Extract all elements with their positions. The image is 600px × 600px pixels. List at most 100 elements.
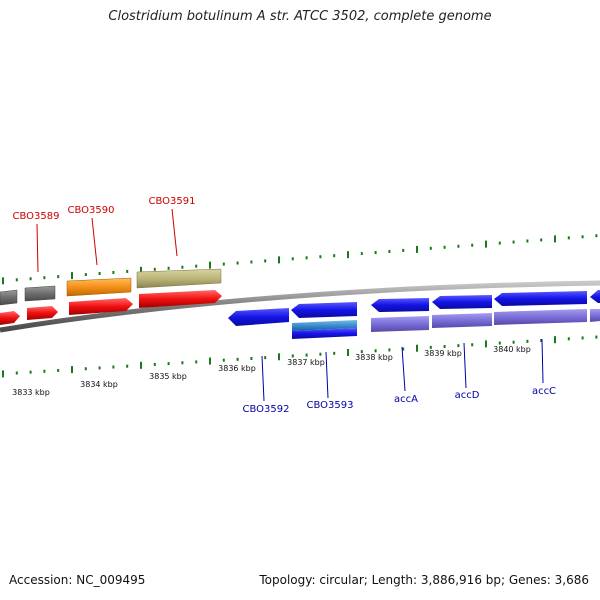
reverse-gene-labels: CBO3592 CBO3593 accA accD accC <box>243 386 557 415</box>
tick-mark <box>305 256 308 260</box>
tick-mark <box>291 257 294 261</box>
feature-acca[interactable] <box>371 298 429 312</box>
tick-mark <box>581 235 584 239</box>
gene-label[interactable]: accD <box>455 390 480 401</box>
gene-label[interactable]: CBO3590 <box>68 205 115 216</box>
tick-mark <box>71 272 73 280</box>
tick-mark <box>554 336 556 344</box>
tick-mark <box>374 251 377 255</box>
feature-accc[interactable] <box>494 291 587 306</box>
tick-mark <box>15 371 18 375</box>
tick-mark <box>581 336 584 340</box>
tick-mark <box>250 260 253 264</box>
tick-mark <box>333 254 336 258</box>
tick-mark <box>84 273 87 277</box>
tick-mark <box>98 272 101 276</box>
tick-mark <box>181 361 184 365</box>
tick-mark <box>209 261 211 269</box>
tick-mark <box>43 369 46 373</box>
tick-mark <box>84 367 87 371</box>
feature-cbo3593-domain[interactable] <box>292 320 357 331</box>
reverse-strand-features <box>228 290 600 339</box>
feature-red-1[interactable] <box>0 311 20 325</box>
tick-mark <box>457 244 460 248</box>
tick-mark <box>250 356 253 360</box>
tick-label: 3838 kbp <box>355 353 393 362</box>
tick-mark <box>595 234 598 238</box>
tick-mark <box>222 358 225 362</box>
tick-mark <box>402 248 405 252</box>
tick-mark <box>540 238 543 242</box>
tick-mark <box>98 366 101 370</box>
genome-title: Clostridium botulinum A str. ATCC 3502, … <box>108 9 492 24</box>
forward-label-leaders <box>36 208 178 273</box>
tick-mark <box>567 236 570 240</box>
gene-label[interactable]: CBO3591 <box>149 196 196 207</box>
tick-label: 3837 kbp <box>287 358 325 367</box>
tick-mark <box>195 264 198 268</box>
forward-gene-labels: CBO3589 CBO3590 CBO3591 <box>13 196 196 222</box>
tick-mark <box>333 351 336 355</box>
tick-mark <box>305 353 308 357</box>
feature-acca-domain[interactable] <box>371 316 429 332</box>
tick-mark <box>167 266 170 270</box>
tick-mark <box>443 245 446 249</box>
feature-purple-edge[interactable] <box>590 309 600 322</box>
tick-mark <box>416 344 418 352</box>
feature-accd[interactable] <box>432 295 492 309</box>
tick-mark <box>278 353 280 361</box>
tick-mark <box>471 243 474 247</box>
tick-mark <box>15 278 18 282</box>
feature-cbo3592[interactable] <box>228 308 289 326</box>
gene-label[interactable]: CBO3589 <box>13 211 60 222</box>
tick-mark <box>2 370 4 378</box>
tick-mark <box>347 251 349 259</box>
feature-cbo3593-lower[interactable] <box>292 328 357 339</box>
feature-accd-domain[interactable] <box>432 313 492 328</box>
tick-label: 3835 kbp <box>149 372 187 381</box>
gene-label[interactable]: CBO3592 <box>243 404 290 415</box>
tick-mark <box>140 266 142 274</box>
tick-mark <box>388 249 391 253</box>
feature-red-3[interactable] <box>69 298 133 315</box>
tick-mark <box>485 340 487 348</box>
tick-mark <box>457 344 460 348</box>
feature-blue-edge[interactable] <box>590 290 600 303</box>
feature-red-4[interactable] <box>139 290 222 308</box>
feature-gray-1[interactable] <box>0 289 18 306</box>
tick-mark <box>512 240 515 244</box>
gene-label[interactable]: CBO3593 <box>307 400 354 411</box>
tick-mark <box>57 368 60 372</box>
tick-mark <box>347 348 349 356</box>
tick-mark <box>291 354 294 358</box>
tick-label: 3834 kbp <box>80 380 118 389</box>
feature-cbo3593[interactable] <box>291 302 357 318</box>
tick-mark <box>360 252 363 256</box>
feature-gray-2[interactable] <box>24 285 56 302</box>
forward-strand-features <box>0 268 222 325</box>
tick-mark <box>236 357 239 361</box>
tick-mark <box>443 344 446 348</box>
tick-mark <box>140 361 142 369</box>
feature-accc-domain[interactable] <box>494 309 587 325</box>
tick-mark <box>236 261 239 265</box>
feature-red-2[interactable] <box>27 306 58 320</box>
gene-label[interactable]: accA <box>394 394 418 405</box>
feature-cbo3591[interactable] <box>136 268 222 289</box>
genome-backbone <box>0 280 600 333</box>
tick-mark <box>195 360 198 364</box>
tick-mark <box>43 276 46 280</box>
tick-label: 3839 kbp <box>424 349 462 358</box>
tick-mark <box>126 364 129 368</box>
tick-mark <box>388 348 391 352</box>
feature-cbo3590[interactable] <box>66 277 132 297</box>
tick-mark <box>319 352 322 356</box>
tick-mark <box>2 277 4 285</box>
tick-mark <box>153 267 156 271</box>
tick-mark <box>567 337 570 341</box>
tick-mark <box>485 240 487 248</box>
tick-mark <box>112 365 115 369</box>
gene-label[interactable]: accC <box>532 386 556 397</box>
tick-mark <box>429 345 432 349</box>
